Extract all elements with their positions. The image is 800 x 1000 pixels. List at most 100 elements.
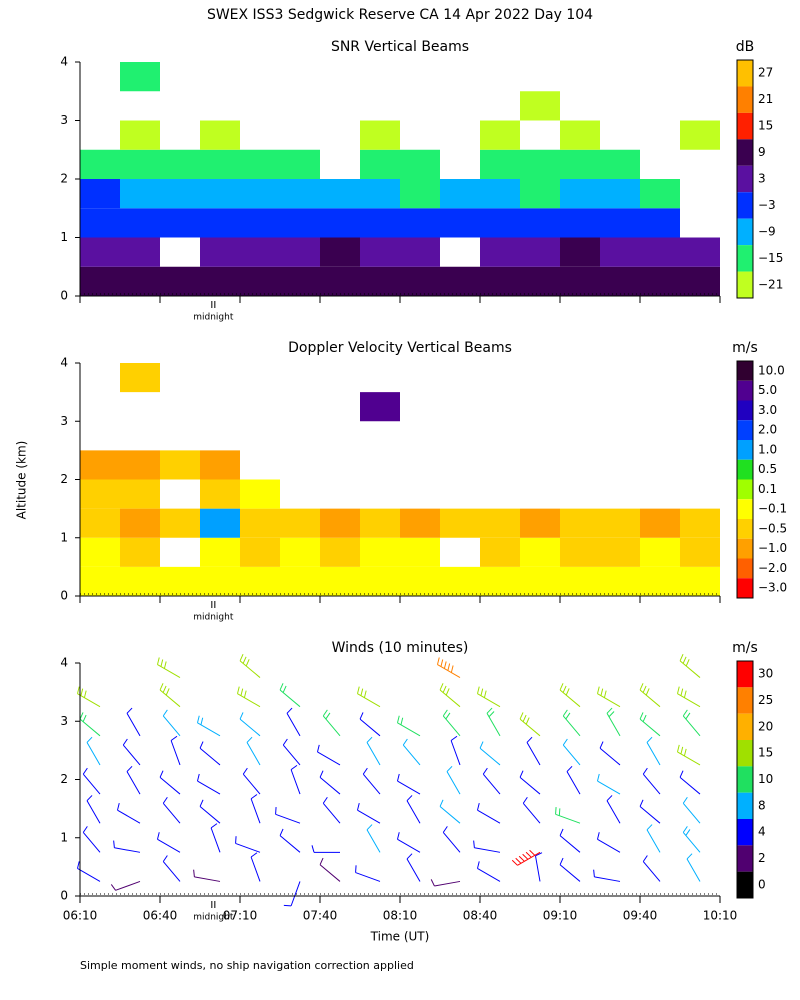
wind-barb [396,832,421,853]
heatmap-cell [560,149,600,179]
heatmap-cell [600,208,640,238]
y-tick-label: 1 [60,830,68,844]
heatmap-cell [280,508,320,538]
heatmap-cell [240,266,280,296]
footnote: Simple moment winds, no ship navigation … [80,959,414,972]
wind-barb [283,881,301,907]
wind-barb [646,824,661,853]
colorbar-swatch [737,713,753,740]
heatmap-cell [160,450,200,480]
wind-barb [86,736,101,766]
wind-barb [279,828,301,853]
heatmap-cell [240,566,280,596]
heatmap-cell [600,237,640,267]
heatmap-cell [640,266,680,296]
heatmap-cell [200,266,240,296]
wind-barb [162,796,181,824]
wind-barb [76,861,101,882]
colorbar-swatch [737,792,753,819]
wind-barb [596,686,621,708]
x-tick-label: 07:40 [303,909,338,923]
wind-barb [82,767,101,795]
wind-barb [366,824,381,853]
colorbar-label: 20 [758,719,773,733]
wind-barb [479,741,501,766]
heatmap-cell [560,120,600,150]
heatmap-cell [80,266,120,296]
wind-barb [522,796,541,824]
colorbar-label: 10.0 [758,363,785,377]
heatmap-cell [200,208,240,238]
colorbar-label: −1.0 [758,541,787,555]
colorbar-swatch [737,558,753,579]
heatmap-cell [200,149,240,179]
heatmap-cell [360,237,400,267]
y-tick-label: 2 [60,172,68,186]
wind-barb [679,653,701,678]
colorbar-label: 0.1 [758,482,777,496]
heatmap-cell [80,149,120,179]
heatmap-cell [320,566,360,596]
y-tick-label: 2 [60,472,68,486]
colorbar-swatch [737,499,753,519]
heatmap-cell [320,537,360,567]
heatmap-cell [400,149,440,179]
heatmap-cell [280,208,320,238]
heatmap-cell [520,566,560,596]
colorbar-label: −3 [758,198,776,212]
heatmap-cell [240,508,280,538]
wind-barb [316,744,341,766]
wind-barb [486,707,501,737]
heatmap-cell [160,179,200,209]
wind-barb [162,709,181,737]
colorbar-label: −3.0 [758,581,787,595]
colorbar-label: 30 [758,667,773,681]
colorbar-swatch [737,845,753,872]
wind-barb [322,709,341,737]
colorbar-label: 25 [758,693,773,707]
x-tick-label: 10:10 [703,909,738,923]
wind-barb [311,845,340,853]
wind-barb [679,770,701,795]
colorbar-swatch [737,361,753,381]
heatmap-cell [80,508,120,538]
heatmap-cell [200,479,240,509]
colorbar-label: 5.0 [758,383,777,397]
wind-barb [476,686,501,708]
heatmap-cell [680,508,720,538]
colorbar-swatch [737,420,753,440]
wind-barb [436,657,461,678]
colorbar-label: 15 [758,119,773,133]
wind-barb [682,826,701,853]
colorbar-swatch [737,519,753,539]
wind-barb [562,738,581,766]
wind-barb [396,715,421,737]
x-tick-label: 08:10 [383,909,418,923]
heatmap-cell [640,508,680,538]
heatmap-cell [120,450,160,480]
heatmap-cell [120,237,160,267]
wind-barb [476,861,501,882]
heatmap-cell [400,208,440,238]
wind-barb [159,683,181,708]
heatmap-cell [680,537,720,567]
wind-barb [686,853,701,882]
wind-barb [286,707,301,737]
wind-barb [519,770,541,795]
heatmap-cell [480,179,520,209]
heatmap-cell [320,179,360,209]
heatmap-cell [360,179,400,209]
heatmap-cell [600,537,640,567]
wind-barb [682,796,701,824]
heatmap-cell [600,266,640,296]
y-tick-label: 3 [60,113,68,127]
panel-title: SNR Vertical Beams [331,39,469,55]
heatmap-cell [240,237,280,267]
colorbar-label: 2.0 [758,423,777,437]
heatmap-cell [80,208,120,238]
y-tick-label: 3 [60,414,68,428]
colorbar-swatch [737,165,753,193]
heatmap-cell [480,237,520,267]
wind-barb [639,799,661,824]
heatmap-cell [200,537,240,567]
